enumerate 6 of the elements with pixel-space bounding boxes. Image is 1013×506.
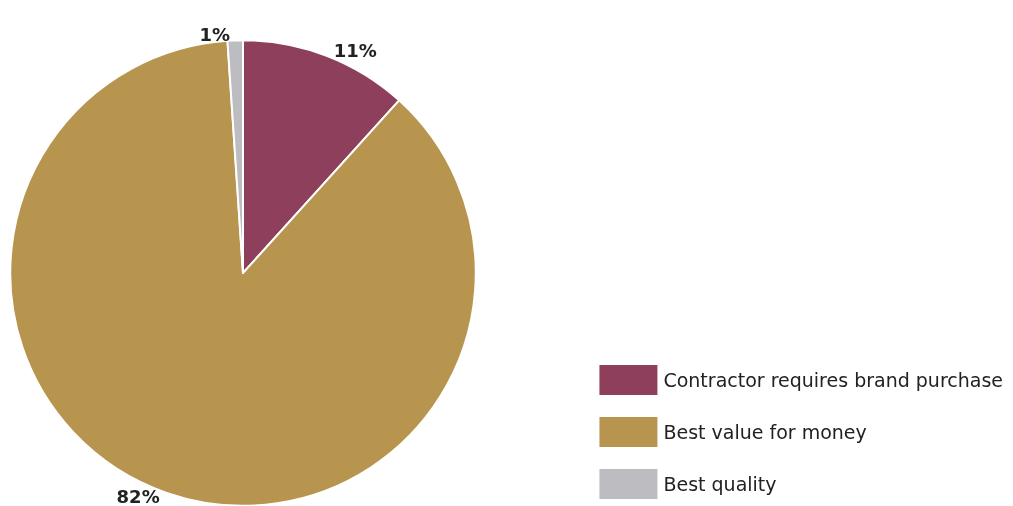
legend-label: Best quality — [663, 473, 777, 495]
data-label: 11% — [333, 39, 377, 61]
data-label: 1% — [199, 23, 231, 45]
data-label: 82% — [116, 485, 160, 506]
legend-label: Contractor requires brand purchase — [663, 369, 1004, 391]
legend-label: Best value for money — [663, 421, 867, 443]
